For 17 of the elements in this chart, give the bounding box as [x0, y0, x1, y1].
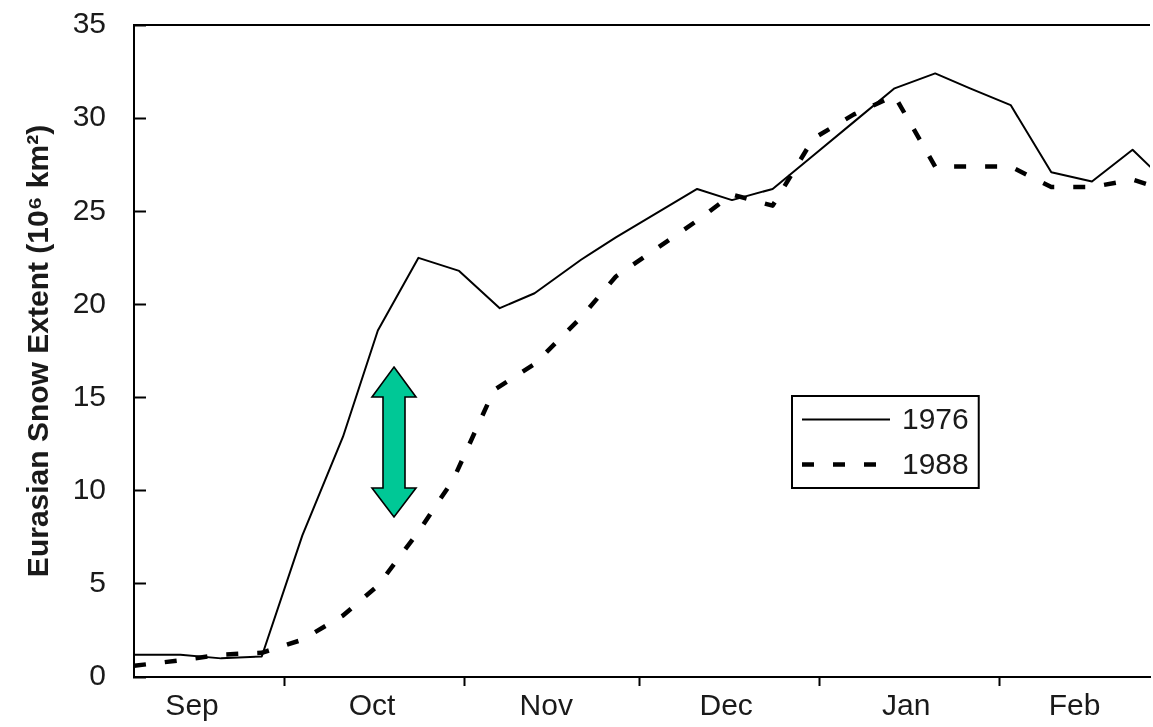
x-tick-label: Dec [699, 688, 753, 722]
x-tick-label: Jan [881, 688, 931, 722]
y-tick-label: 0 [89, 658, 106, 692]
y-tick-label: 35 [72, 6, 106, 40]
x-tick-label: Sep [165, 688, 219, 722]
y-tick-label: 5 [89, 565, 106, 599]
y-tick-label: 30 [72, 99, 106, 133]
y-axis-title: Eurasian Snow Extent (10⁶ km²) [21, 124, 55, 578]
x-tick-label: Feb [1048, 688, 1101, 722]
legend-label: 1988 [902, 446, 969, 480]
legend-label: 1976 [902, 401, 969, 435]
y-tick-label: 10 [72, 471, 106, 505]
y-tick-label: 15 [72, 378, 106, 412]
x-tick-label: Oct [348, 688, 397, 722]
y-tick-label: 20 [72, 285, 106, 319]
y-tick-label: 25 [72, 192, 106, 226]
x-tick-label: Nov [519, 688, 573, 722]
